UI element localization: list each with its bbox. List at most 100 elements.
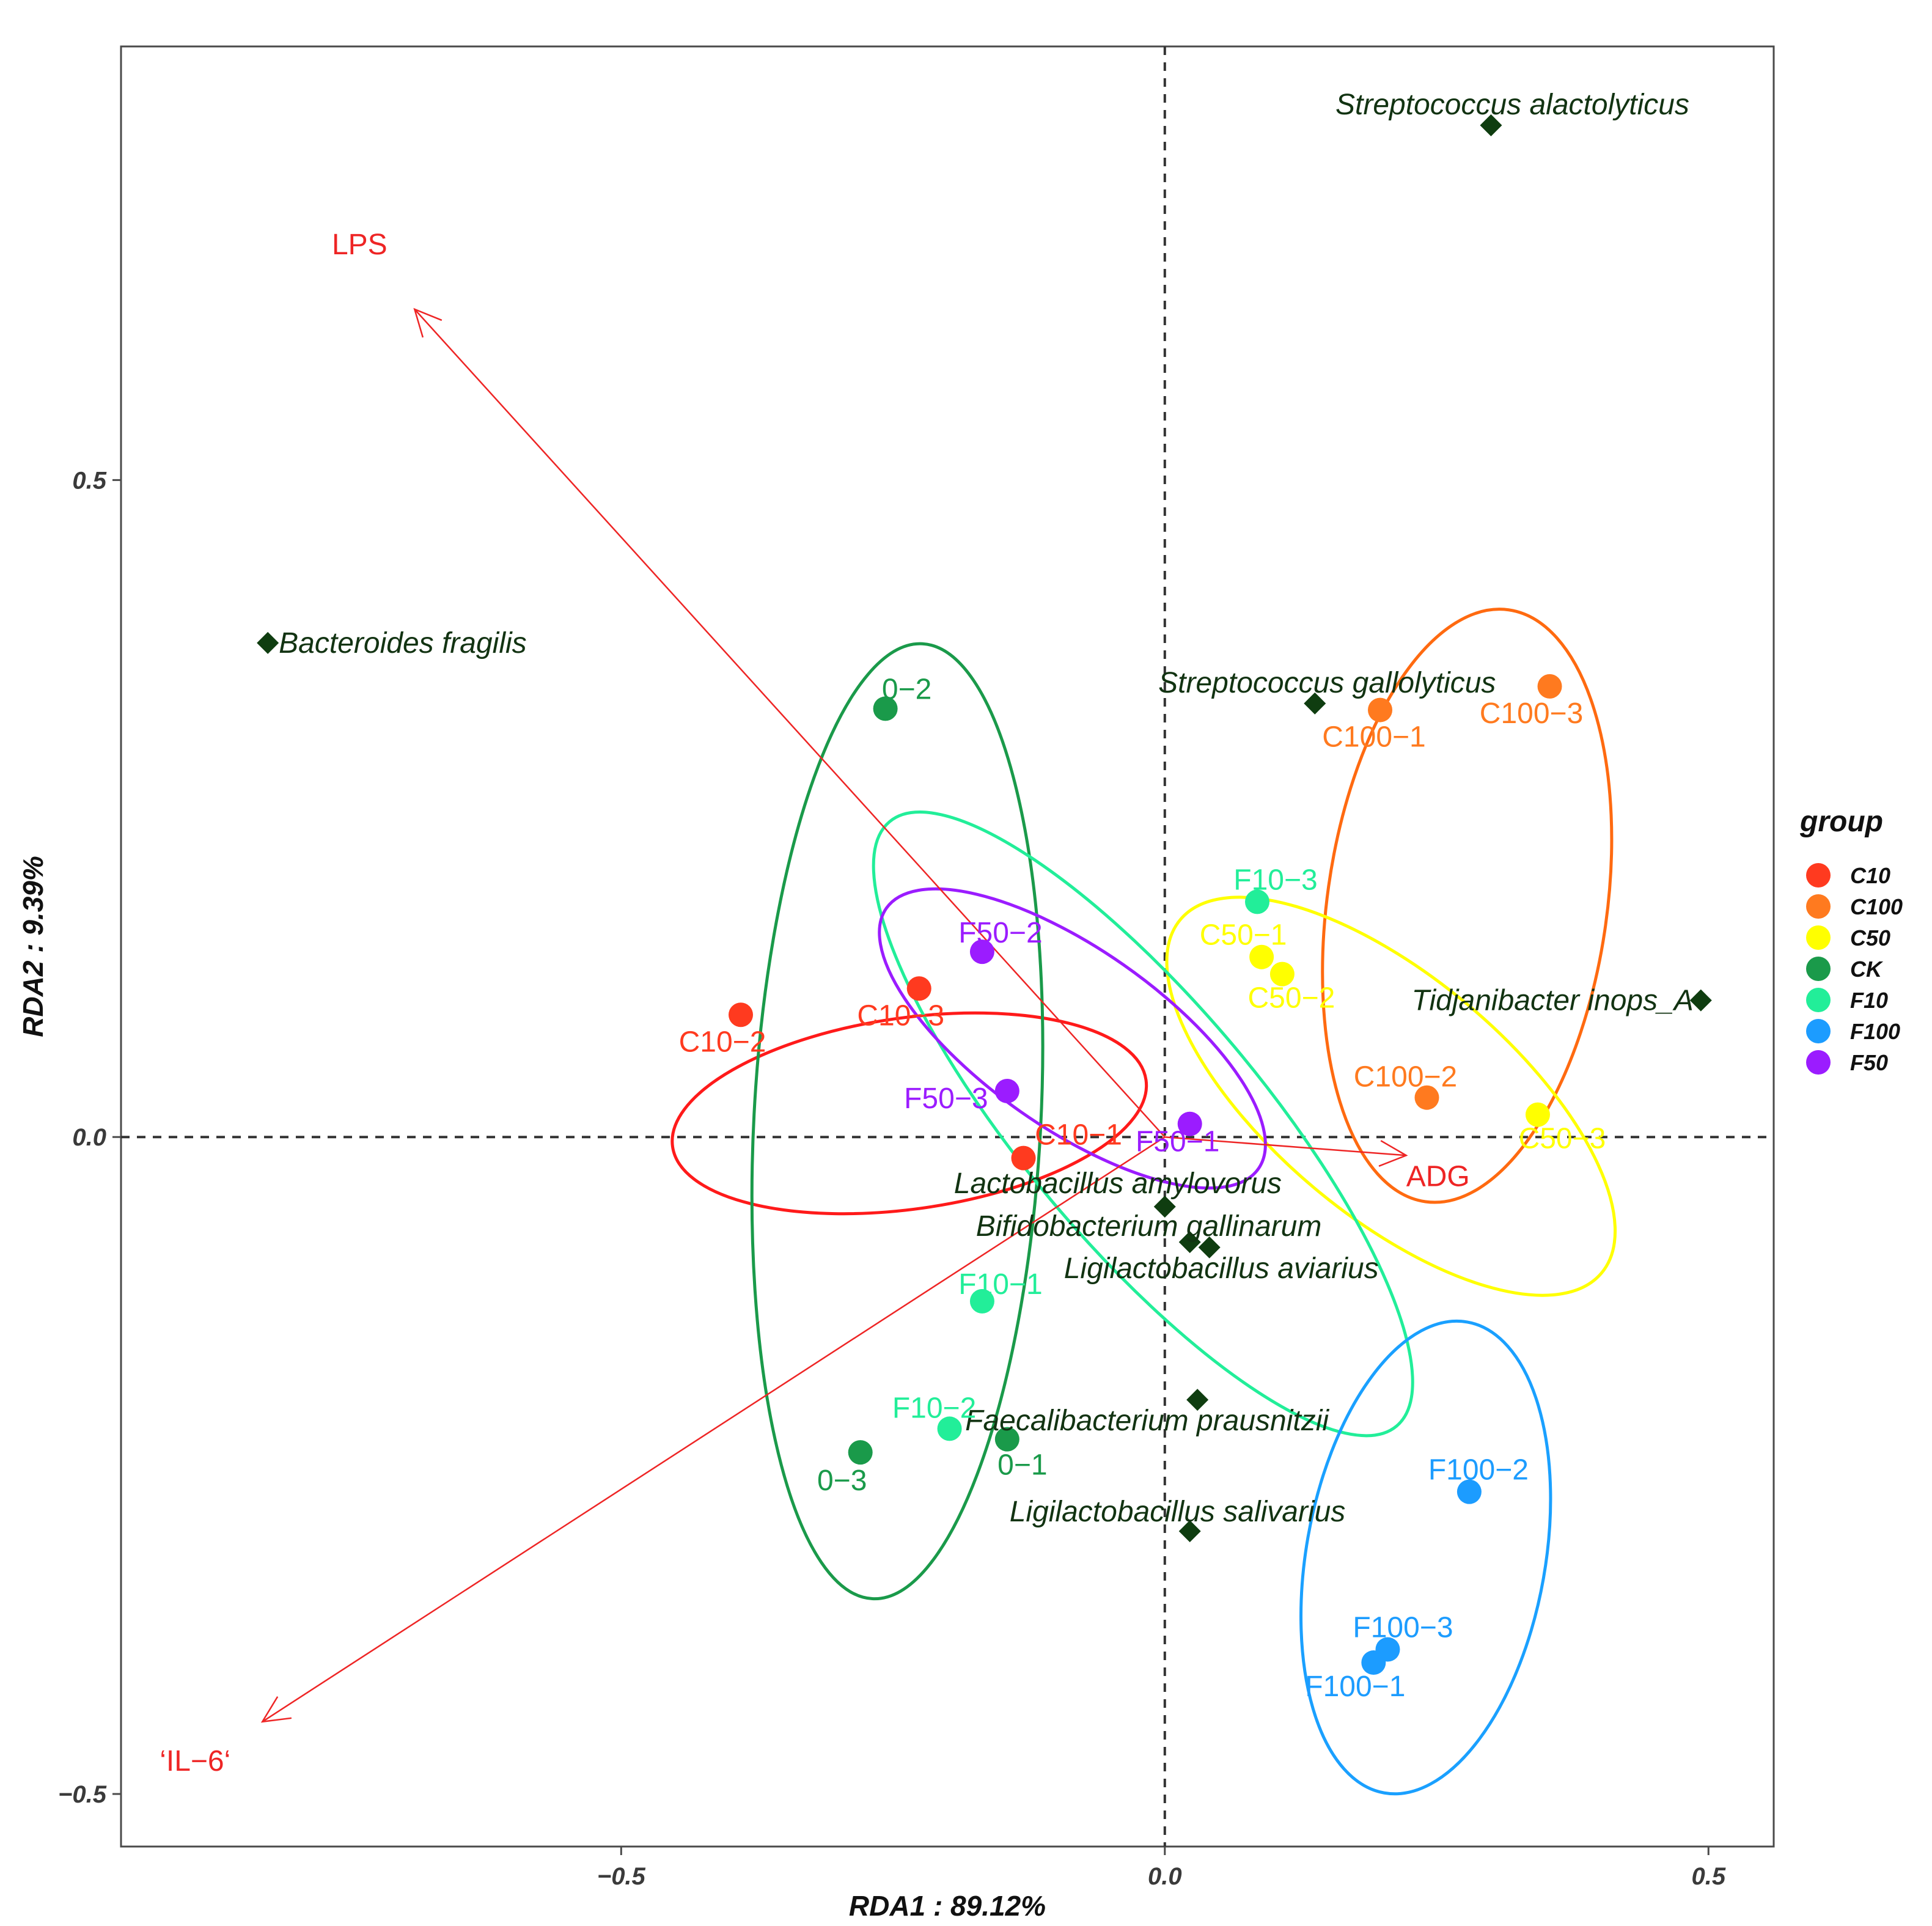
sample-f100-1-label: F100−1 — [1305, 1671, 1405, 1703]
legend-key-f10 — [1806, 988, 1831, 1012]
panel-border — [120, 45, 1775, 1848]
sample-f10-3-point — [1245, 889, 1269, 914]
legend-label-f10: F10 — [1850, 988, 1888, 1013]
ellipse-f10 — [872, 810, 1414, 1438]
sample-0-3-point — [848, 1440, 873, 1465]
species-bacteroides-fragilis-label: Bacteroides fragilis — [279, 627, 527, 660]
sample-f50-2-label: F50−2 — [958, 917, 1042, 949]
species-lactobacillus-amylovorus-marker — [1153, 1196, 1176, 1218]
species-bifidobacterium-gallinarum-marker — [1178, 1231, 1201, 1254]
vector-label-lps: LPS — [332, 229, 388, 261]
group-ellipses — [670, 608, 1617, 1796]
sample-c10-2-label: C10−2 — [679, 1026, 766, 1058]
legend-key-c10 — [1806, 863, 1831, 888]
sample-f50-1-point — [1177, 1111, 1202, 1136]
legend-label-c10: C10 — [1850, 863, 1890, 888]
sample-f10-2-point — [937, 1416, 962, 1441]
sample-f10-1-point — [969, 1288, 994, 1314]
y-tick-label: 0.0 — [72, 1124, 106, 1151]
species-streptococcus-alactolyticus-label: Streptococcus alactolyticus — [1335, 89, 1689, 121]
legend-key-c100 — [1806, 894, 1831, 919]
species-tidjanibacter-inops-a-marker — [1689, 989, 1712, 1012]
y-axis-title: RDA2 : 9.39% — [17, 856, 49, 1037]
sample-f50-3-label: F50−3 — [904, 1082, 988, 1115]
vector-adg-line — [1164, 1136, 1406, 1156]
environment-vectors — [260, 307, 1408, 1723]
legend-label-f100: F100 — [1850, 1019, 1900, 1044]
sample-0-1-label: 0−1 — [997, 1449, 1047, 1482]
sample-c10-3-label: C10−3 — [857, 999, 944, 1032]
x-tick-label: 0.0 — [1148, 1863, 1182, 1890]
sample-c10-2-point — [729, 1002, 753, 1027]
legend-key-c50 — [1806, 925, 1831, 950]
legend-label-c100: C100 — [1850, 894, 1903, 919]
legend-key-f50 — [1806, 1050, 1831, 1075]
sample-c100-2-point — [1414, 1085, 1439, 1110]
species-streptococcus-gallolyticus-label: Streptococcus gallolyticus — [1158, 667, 1496, 699]
sample-f100-2-label: F100−2 — [1428, 1454, 1529, 1487]
vector-lps-arrowhead — [413, 307, 443, 338]
sample-0-1-point — [994, 1427, 1019, 1452]
x-tick-label: 0.5 — [1691, 1863, 1725, 1890]
sample-c100-1-label: C100−1 — [1322, 721, 1425, 754]
text-labels: LPS ‘IL−6‘ ADG Streptococcus alactolyticus B… — [160, 89, 1694, 1777]
legend-key-ck — [1806, 957, 1831, 981]
species-bacteroides-fragilis-marker — [257, 631, 279, 654]
species-lactobacillus-amylovorus-label: Lactobacillus amylovorus — [954, 1167, 1282, 1200]
ellipse-c10 — [670, 1011, 1148, 1216]
legend-label-ck: CK — [1850, 957, 1884, 982]
sample-c50-2-point — [1269, 961, 1295, 987]
x-axis-title: RDA1 : 89.12% — [849, 1890, 1046, 1922]
sample-f10-3-label: F10−3 — [1233, 864, 1317, 896]
ellipse-f50 — [878, 887, 1267, 1190]
sample-c100-3-point — [1537, 674, 1562, 699]
ellipse-f100 — [1299, 1319, 1552, 1796]
sample-f100-3-label: F100−3 — [1353, 1612, 1453, 1644]
legend-label-f50: F50 — [1850, 1050, 1888, 1075]
sample-0-2-point — [873, 696, 898, 721]
species-streptococcus-alactolyticus-marker — [1480, 114, 1502, 136]
sample-c50-1-point — [1249, 944, 1274, 969]
x-tick-label: −0.5 — [597, 1863, 646, 1890]
y-tick-label: 0.5 — [72, 467, 106, 494]
plot-panel — [120, 45, 1775, 1848]
vector-label-adg: ADG — [1406, 1160, 1470, 1193]
species-tidjanibacter-inops-a-label: Tidjanibacter inops_A — [1412, 985, 1694, 1017]
species-markers — [257, 114, 1712, 1543]
sample-c100-3-label: C100−3 — [1480, 697, 1583, 730]
legend-label-c50: C50 — [1850, 925, 1890, 950]
sample-c10-3-point — [906, 976, 931, 1001]
sample-c50-3-point — [1525, 1102, 1550, 1127]
ellipse-c100 — [1321, 608, 1614, 1204]
species-ligilactobacillus-salivarius-marker — [1178, 1520, 1201, 1543]
sample-c10-1-point — [1011, 1145, 1036, 1171]
vector-lps-line — [414, 309, 1166, 1138]
species-faecalibacterium-prausnitzii-label: Faecalibacterium prausnitzii — [965, 1405, 1329, 1437]
legend: group C10 C100 C50 CK F10 F100 F50 — [1799, 806, 1903, 1075]
species-streptococcus-gallolyticus-marker — [1304, 692, 1326, 715]
sample-c100-2-label: C100−2 — [1354, 1061, 1457, 1093]
y-tick-label: −0.5 — [58, 1781, 107, 1808]
sample-f10-2-label: F10−2 — [892, 1392, 976, 1424]
sample-c100-1-point — [1368, 697, 1393, 722]
sample-f50-1-label: F50−1 — [1136, 1126, 1219, 1158]
legend-key-f100 — [1806, 1019, 1831, 1043]
species-faecalibacterium-prausnitzii-marker — [1186, 1389, 1209, 1411]
axes: −0.5 0.0 0.5 −0.5 0.0 0.5 RDA1 : 89.12% RDA2 : … — [17, 467, 1726, 1922]
species-ligilactobacillus-aviarius-marker — [1198, 1236, 1221, 1259]
sample-f100-2-point — [1456, 1479, 1482, 1504]
sample-f100-3-point — [1375, 1637, 1400, 1662]
legend-title: group — [1799, 806, 1883, 838]
vector-il6-line — [262, 1136, 1166, 1722]
sample-f50-3-point — [994, 1078, 1019, 1103]
vector-adg-arrowhead — [1378, 1140, 1408, 1167]
sample-points — [729, 674, 1562, 1675]
species-ligilactobacillus-salivarius-label: Ligilactobacillus salivarius — [1010, 1496, 1346, 1528]
species-bifidobacterium-gallinarum-label: Bifidobacterium gallinarum — [976, 1210, 1322, 1243]
sample-f10-1-label: F10−1 — [958, 1268, 1042, 1301]
sample-c10-1-label: C10−1 — [1035, 1119, 1122, 1152]
ellipse-ck — [750, 642, 1045, 1601]
vector-il6-arrowhead — [260, 1696, 292, 1723]
ellipse-c50 — [1165, 895, 1617, 1297]
